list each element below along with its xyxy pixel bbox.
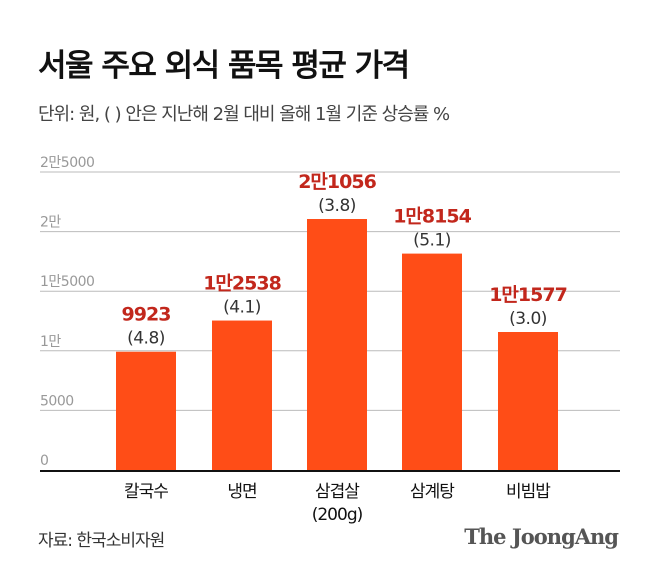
- change-label: (4.8): [127, 329, 165, 349]
- bar: [212, 320, 272, 470]
- x-tick-label: (200g): [312, 505, 363, 525]
- change-label: (3.0): [509, 309, 547, 329]
- y-tick-label: 5000: [40, 393, 74, 409]
- y-tick-label: 2만5000: [40, 155, 94, 171]
- y-tick-label: 1만: [40, 334, 61, 350]
- bar: [498, 332, 558, 470]
- bar: [402, 253, 462, 470]
- y-tick-label: 1만5000: [40, 274, 94, 290]
- value-label: 1만2538: [203, 273, 281, 295]
- publisher-logo: The JoongAng: [464, 524, 619, 549]
- chart-title: 서울 주요 외식 품목 평균 가격: [38, 48, 410, 84]
- change-label: (3.8): [318, 196, 356, 216]
- value-label: 1만1577: [489, 284, 567, 306]
- bar: [116, 351, 176, 470]
- source-note: 자료: 한국소비자원: [38, 531, 165, 551]
- x-tick-label: 냉면: [227, 482, 256, 502]
- x-tick-label: 비빔밥: [506, 482, 551, 502]
- value-label: 9923: [122, 304, 171, 326]
- y-tick-label: 0: [40, 453, 48, 469]
- x-tick-label: 삼계탕: [410, 482, 455, 502]
- change-label: (5.1): [413, 231, 451, 251]
- value-label: 2만1056: [298, 171, 376, 193]
- chart-subtitle: 단위: 원, ( ) 안은 지난해 2월 대비 올해 1월 기준 상승률 %: [38, 104, 450, 125]
- y-tick-label: 2만: [40, 215, 61, 231]
- value-label: 1만8154: [393, 206, 471, 228]
- bar: [307, 219, 367, 470]
- x-tick-label: 칼국수: [124, 482, 168, 502]
- x-tick-label: 삼겹살: [315, 482, 360, 502]
- change-label: (4.1): [223, 298, 261, 318]
